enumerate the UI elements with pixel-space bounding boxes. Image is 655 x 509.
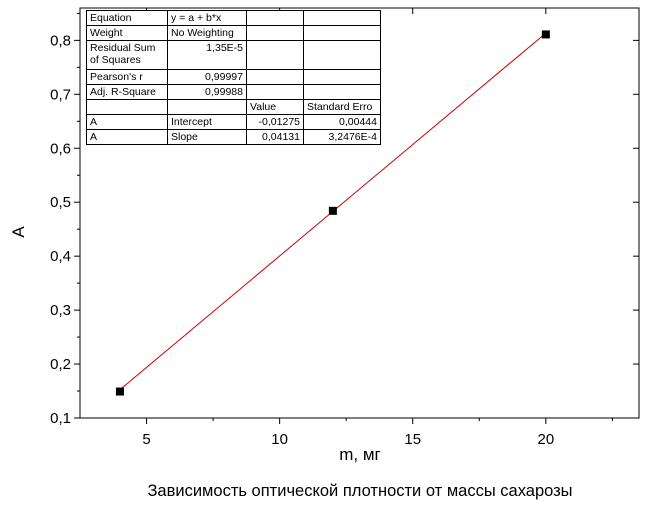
table-cell: Weight bbox=[86, 25, 168, 41]
table-cell: Equation bbox=[86, 10, 168, 26]
data-point bbox=[541, 30, 550, 39]
y-tick-label: 0,3 bbox=[50, 302, 71, 319]
fit-results-table: Equation y = a + b*x Weight No Weighting… bbox=[86, 10, 381, 145]
table-cell: 0,04131 bbox=[246, 129, 304, 145]
table-cell: 3,2476E-4 bbox=[303, 129, 381, 145]
data-point bbox=[115, 387, 124, 396]
table-cell bbox=[246, 69, 304, 85]
table-cell bbox=[86, 99, 168, 115]
table-cell bbox=[246, 10, 304, 26]
table-cell bbox=[246, 40, 304, 70]
table-header-value: Value bbox=[246, 99, 304, 115]
data-point bbox=[328, 206, 337, 215]
y-tick-label: 0,5 bbox=[50, 194, 71, 211]
table-row-weight: Weight No Weighting bbox=[86, 25, 381, 41]
table-cell bbox=[246, 84, 304, 100]
table-cell: No Weighting bbox=[167, 25, 247, 41]
y-tick-label: 0,7 bbox=[50, 86, 71, 103]
table-cell bbox=[303, 25, 381, 41]
y-axis-label: A bbox=[9, 226, 28, 238]
table-cell: 0,99997 bbox=[167, 69, 247, 85]
plot-frame bbox=[79, 7, 640, 419]
table-cell bbox=[303, 84, 381, 100]
table-row-pearson: Pearson's r 0,99997 bbox=[86, 69, 381, 85]
x-tick-label: 5 bbox=[142, 431, 150, 448]
table-row-intercept: A Intercept -0,01275 0,00444 bbox=[86, 114, 381, 130]
y-tick-label: 0,2 bbox=[50, 356, 71, 373]
table-cell bbox=[246, 25, 304, 41]
table-row-equation: Equation y = a + b*x bbox=[86, 10, 381, 26]
table-row-header: Value Standard Erro bbox=[86, 99, 381, 115]
y-tick-label: 0,6 bbox=[50, 140, 71, 157]
table-cell: A bbox=[86, 129, 168, 145]
y-tick-label: 0,8 bbox=[50, 32, 71, 49]
y-axis-ticks: 0,1 0,2 0,3 0,4 0,5 0,6 0,7 0,8 bbox=[50, 12, 639, 427]
table-cell bbox=[167, 99, 247, 115]
table-cell: Intercept bbox=[167, 114, 247, 130]
table-header-std-error: Standard Erro bbox=[303, 99, 381, 115]
y-tick-label: 0,4 bbox=[50, 248, 71, 265]
x-tick-label: 20 bbox=[537, 431, 554, 448]
y-tick-label: 0,1 bbox=[50, 410, 71, 427]
table-row-slope: A Slope 0,04131 3,2476E-4 bbox=[86, 129, 381, 145]
table-cell: 0,00444 bbox=[303, 114, 381, 130]
table-cell bbox=[303, 10, 381, 26]
table-cell: A bbox=[86, 114, 168, 130]
table-row-residual: Residual Sum of Squares 1,35E-5 bbox=[86, 40, 381, 70]
table-cell: -0,01275 bbox=[246, 114, 304, 130]
x-tick-label: 10 bbox=[271, 431, 288, 448]
table-cell bbox=[303, 69, 381, 85]
table-cell: Residual Sum of Squares bbox=[86, 40, 168, 70]
table-cell: Adj. R-Square bbox=[86, 84, 168, 100]
table-cell: Pearson's r bbox=[86, 69, 168, 85]
chart-caption: Зависимость оптической плотности от масс… bbox=[147, 482, 572, 500]
table-cell: 1,35E-5 bbox=[167, 40, 247, 70]
x-axis-label: m, мг bbox=[339, 445, 381, 464]
data-points bbox=[115, 30, 550, 396]
plot-area-border bbox=[79, 7, 640, 419]
table-cell: Slope bbox=[167, 129, 247, 145]
table-cell bbox=[303, 40, 381, 70]
table-cell: y = a + b*x bbox=[167, 10, 247, 26]
table-row-adj-r-square: Adj. R-Square 0,99988 bbox=[86, 84, 381, 100]
x-tick-label: 15 bbox=[404, 431, 421, 448]
table-cell: 0,99988 bbox=[167, 84, 247, 100]
